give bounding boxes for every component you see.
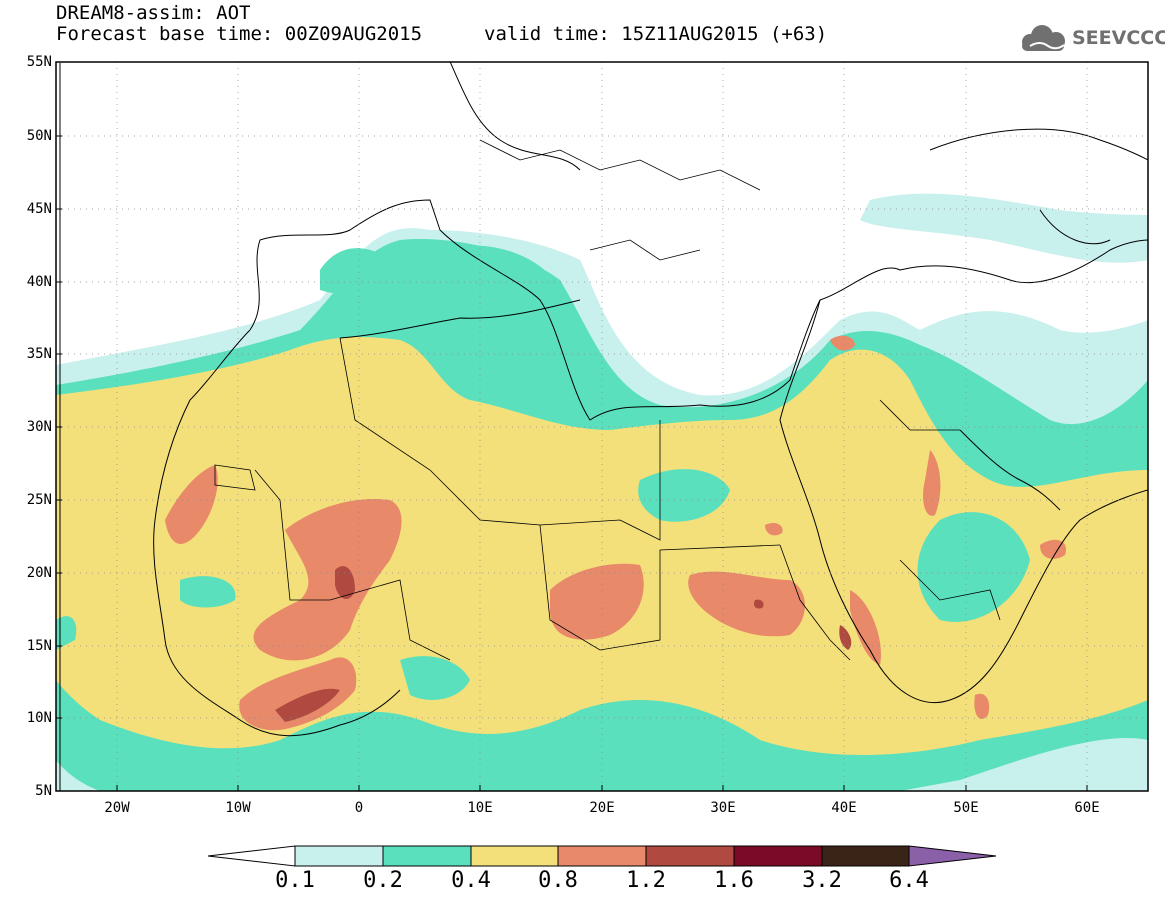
- colorbar-label-0.1: 0.1: [275, 868, 315, 893]
- borders: [214, 139, 1001, 661]
- colorbar-label-0.2: 0.2: [363, 868, 403, 893]
- lon-label-60e: 60E: [1074, 800, 1100, 816]
- colorbar-swatch-1.2: [645, 845, 735, 867]
- valid-time-label: valid time: 15Z11AUG2015 (+63): [484, 23, 828, 45]
- lat-label-20n: 20N: [26, 565, 52, 581]
- lat-label-50n: 50N: [26, 128, 52, 144]
- map-title: DREAM8-assim: AOT: [56, 2, 251, 24]
- colorbar-label-0.8: 0.8: [538, 868, 578, 893]
- lon-label-10w: 10W: [225, 800, 251, 816]
- lon-label-0: 0: [354, 800, 364, 816]
- logo-text: SEEVCCC: [1072, 27, 1165, 49]
- cloud-icon: [1022, 25, 1065, 51]
- lon-label-10e: 10E: [467, 800, 493, 816]
- colorbar-label-6.4: 6.4: [889, 868, 929, 893]
- aot-band-1.2: [335, 566, 355, 600]
- colorbar-swatch-0.2: [382, 845, 472, 867]
- graticule: [56, 62, 1148, 791]
- colorbar-label-1.2: 1.2: [626, 868, 666, 893]
- lon-label-30e: 30E: [710, 800, 736, 816]
- lat-label-35n: 35N: [26, 346, 52, 362]
- lat-label-40n: 40N: [26, 274, 52, 290]
- colorbar-label-1.6: 1.6: [714, 868, 754, 893]
- lat-label-10n: 10N: [26, 710, 52, 726]
- lat-label-5n: 5N: [35, 783, 52, 799]
- colorbar-swatch-1.6: [733, 845, 823, 867]
- base-time-label: Forecast base time: 00Z09AUG2015: [56, 23, 423, 45]
- lat-label-45n: 45N: [26, 201, 52, 217]
- colorbar-swatch-0.4: [470, 845, 559, 867]
- colorbar-swatch-3.2: [821, 845, 910, 867]
- aot-fields: [56, 193, 1148, 791]
- lat-label-15n: 15N: [26, 638, 52, 654]
- colorbar: [207, 845, 997, 867]
- lat-label-25n: 25N: [26, 492, 52, 508]
- colorbar-swatch-0.1: [294, 845, 384, 867]
- colorbar-label-3.2: 3.2: [802, 868, 842, 893]
- colorbar-swatch-0.8: [557, 845, 647, 867]
- aot-band-0.8: [253, 499, 402, 661]
- lat-label-30n: 30N: [26, 419, 52, 435]
- lon-label-40e: 40E: [831, 800, 857, 816]
- lon-label-20w: 20W: [104, 800, 130, 816]
- tick-marks: [56, 135, 1088, 791]
- colorbar-label-0.4: 0.4: [451, 868, 491, 893]
- colorbar-max-arrow: [908, 845, 997, 867]
- colorbar-min-arrow: [207, 845, 296, 867]
- lon-label-50e: 50E: [953, 800, 979, 816]
- lat-label-55n: 55N: [26, 54, 52, 70]
- lon-label-20e: 20E: [589, 800, 615, 816]
